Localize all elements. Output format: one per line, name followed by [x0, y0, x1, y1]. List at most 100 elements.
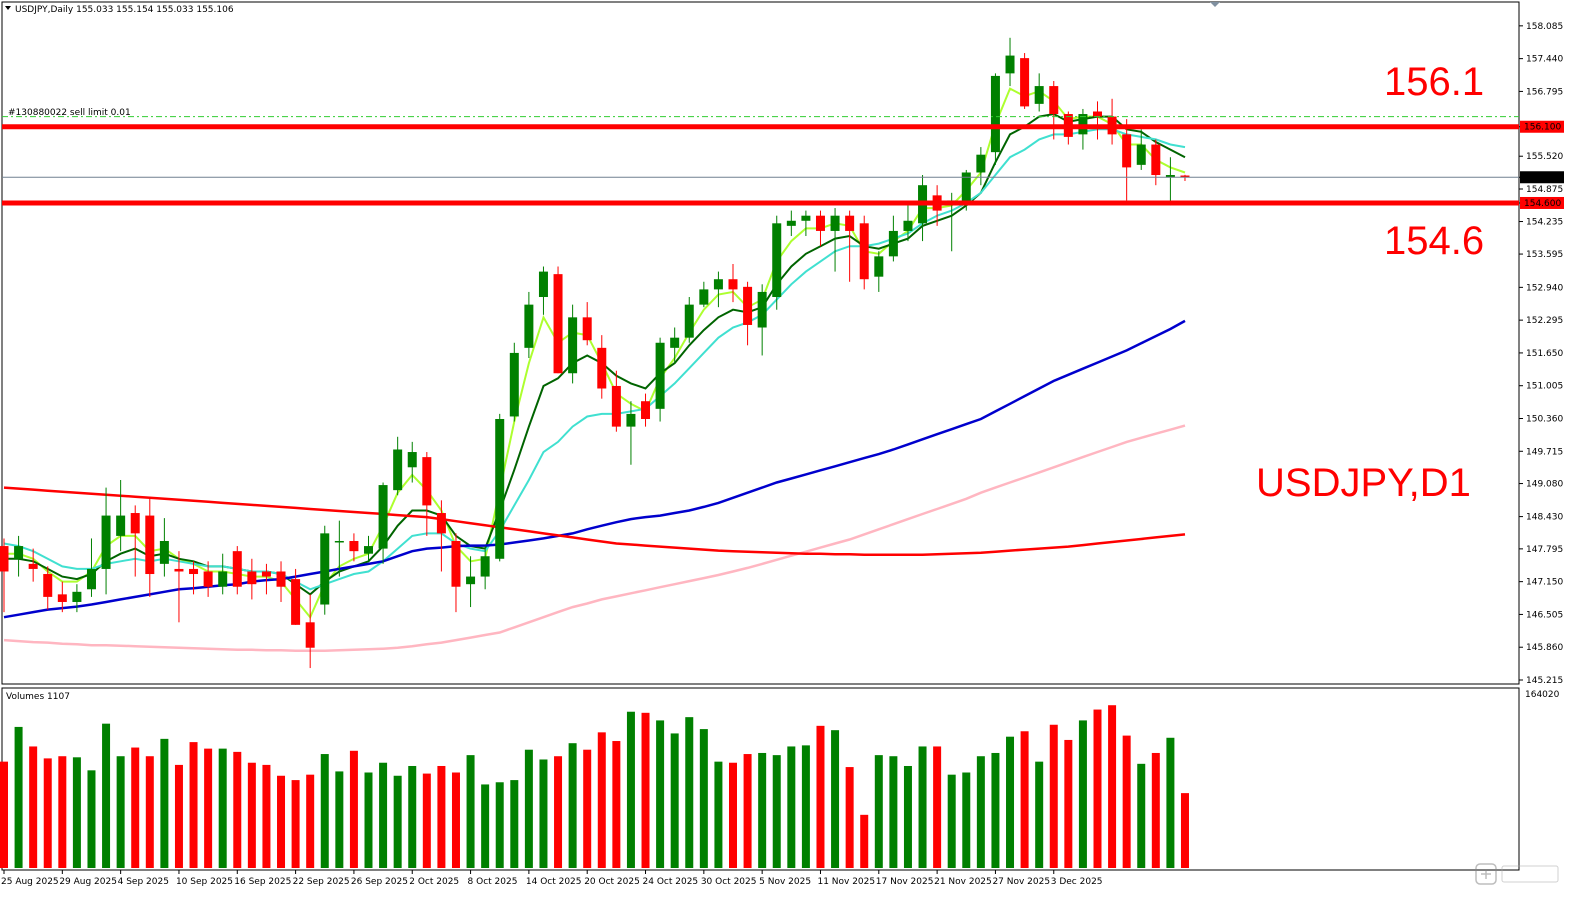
price-panel[interactable] [1, 1, 1520, 685]
candle-body [961, 172, 971, 203]
volume-bar [1078, 720, 1087, 868]
candle-body [553, 274, 563, 374]
candle-body [786, 220, 796, 226]
candle-body [349, 540, 359, 552]
candle-body [728, 279, 738, 290]
price-tick-label: 152.940 [1526, 283, 1563, 293]
chart-menu-icon[interactable] [5, 6, 11, 10]
volume-bar [116, 756, 125, 868]
candle-body [757, 291, 767, 328]
volume-bar [1137, 763, 1146, 868]
volume-bar [758, 752, 767, 868]
candle-body [1093, 111, 1102, 117]
time-tick-label: 21 Nov 2025 [934, 877, 992, 887]
candle-body [1078, 114, 1088, 135]
ma-line-ma_pink [3, 424, 1186, 653]
volume-bar [349, 750, 358, 868]
time-tick-label: 17 Nov 2025 [876, 877, 934, 887]
candle-body [130, 513, 140, 534]
candle-body [743, 286, 753, 325]
time-tick-label: 22 Sep 2025 [293, 877, 350, 887]
volume-bar [451, 772, 460, 868]
candle-body [28, 563, 38, 569]
volume-bar [422, 773, 431, 868]
candle-body [772, 223, 782, 298]
candle-body [291, 579, 301, 625]
price-tick-label: 155.520 [1526, 152, 1563, 162]
volume-bar [816, 725, 825, 868]
time-tick-label: 10 Sep 2025 [176, 877, 233, 887]
volume-bar [1093, 709, 1102, 868]
price-tick-label: 147.795 [1526, 545, 1563, 555]
volume-bar [699, 729, 708, 868]
volume-bar [801, 745, 810, 868]
price-tick-label: 157.440 [1526, 55, 1563, 65]
candle-body [101, 515, 111, 569]
volume-bar [597, 732, 606, 868]
time-tick-label: 8 Oct 2025 [468, 877, 518, 887]
volume-bar [291, 780, 300, 868]
candle-body [597, 347, 607, 389]
candle-body [713, 279, 723, 290]
volume-bar [14, 726, 23, 868]
time-tick-label: 16 Sep 2025 [234, 877, 291, 887]
volume-bar [656, 720, 665, 868]
price-axis: 158.085 157.440 156.795 156.100 155.520 155.1… [1519, 22, 1564, 686]
volume-bar [145, 756, 154, 868]
volume-bar [174, 764, 183, 868]
price-tick-label: 152.295 [1526, 316, 1563, 326]
volume-bar [364, 772, 373, 868]
volume-bar [87, 770, 96, 868]
price-tag-bg [1520, 196, 1564, 209]
annotation-upper-level: 156.1 [1384, 60, 1484, 104]
candle-body [1180, 175, 1190, 178]
volume-bar [903, 765, 912, 868]
candle-body [407, 452, 417, 468]
ma-line-ema_fast [4, 87, 1186, 620]
volume-bar [466, 755, 475, 868]
price-tick-label: 154.235 [1526, 218, 1563, 228]
ma-line-ema_slow [3, 128, 1186, 591]
time-tick-label: 26 Sep 2025 [351, 877, 408, 887]
candle-body [364, 546, 373, 554]
candle-body [480, 556, 490, 577]
volume-bar [962, 772, 971, 868]
candle-body [888, 230, 898, 257]
candle-body [320, 533, 330, 605]
price-tick-label: 146.505 [1526, 610, 1563, 620]
candle-body [203, 571, 213, 587]
price-tag-label: 156.100 [1524, 123, 1561, 133]
time-tick-label: 2 Oct 2025 [409, 877, 459, 887]
volume-bar [131, 747, 140, 868]
price-tick-label: 150.360 [1526, 414, 1563, 424]
time-tick-label: 11 Nov 2025 [817, 877, 875, 887]
volume-bar [583, 749, 592, 868]
volume-bar [1064, 739, 1073, 868]
candle-body [1122, 134, 1132, 168]
time-axis: 25 Aug 2025 29 Aug 2025 4 Sep 2025 10 Sep 2… [1, 870, 1103, 887]
volume-bar [626, 711, 635, 868]
volume-bar [510, 780, 519, 868]
horizontal-levels [2, 116, 1519, 206]
volume-bar [320, 754, 329, 868]
time-tick-label: 3 Dec 2025 [1051, 877, 1103, 887]
scroll-marker-icon[interactable] [1210, 2, 1220, 7]
candle-body [86, 568, 96, 590]
candle-body [232, 551, 242, 587]
time-tick-label: 20 Oct 2025 [584, 877, 640, 887]
price-tag-bg [1520, 120, 1564, 133]
volume-bar [1166, 737, 1175, 868]
volume-bar [714, 761, 723, 868]
time-tick-label: 27 Nov 2025 [992, 877, 1050, 887]
volume-bar [247, 762, 256, 868]
volume-bars [0, 705, 1189, 868]
volume-bar [29, 746, 38, 868]
volume-bar [0, 761, 8, 868]
candle-body [334, 540, 344, 543]
volume-bar [233, 751, 242, 868]
candle-body [43, 574, 53, 597]
price-tick-label: 145.860 [1526, 643, 1563, 653]
time-tick-label: 14 Oct 2025 [526, 877, 582, 887]
volume-bar [831, 730, 840, 868]
